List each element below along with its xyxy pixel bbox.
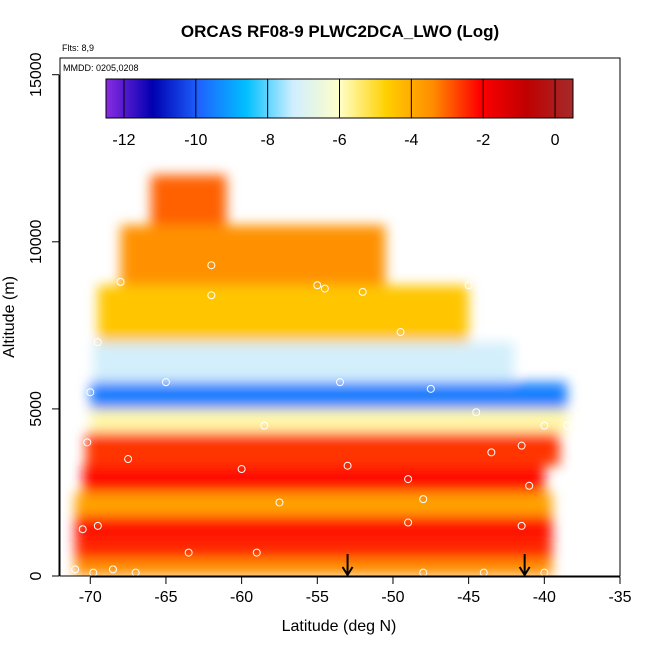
colorbar-tick-label: -2 — [476, 132, 490, 149]
field-band — [75, 515, 552, 543]
sample-point — [71, 565, 80, 574]
y-tick-label: 10000 — [28, 219, 45, 264]
x-tick-label: -45 — [457, 589, 480, 606]
sample-point — [161, 378, 170, 387]
y-tick-label: 5000 — [28, 391, 45, 427]
field-band — [75, 559, 552, 576]
sample-point — [404, 475, 413, 484]
x-tick-label: -40 — [533, 589, 556, 606]
flights-annotation: Flts: 8,9 — [62, 43, 94, 53]
sample-point — [472, 408, 481, 417]
sample-point — [252, 548, 261, 557]
sample-point — [419, 568, 428, 576]
sample-point — [426, 384, 435, 393]
field-map — [75, 174, 568, 576]
sample-point — [260, 421, 269, 430]
x-tick-label: -35 — [608, 589, 631, 606]
chart-title: ORCAS RF08-9 PLWC2DCA_LWO (Log) — [181, 22, 499, 41]
marker-arrow — [518, 554, 531, 577]
sample-point — [517, 521, 526, 530]
sample-point — [487, 448, 496, 457]
colorbar-tick-label: -10 — [184, 132, 207, 149]
x-tick-label: -60 — [230, 589, 253, 606]
marker-arrow — [341, 554, 354, 577]
sample-point — [419, 495, 428, 504]
sample-point — [207, 291, 216, 300]
sample-point — [108, 565, 117, 574]
sample-point — [124, 455, 133, 464]
sample-point — [237, 465, 246, 474]
sample-point — [116, 277, 125, 286]
field-band — [75, 542, 552, 560]
sample-point — [131, 568, 140, 576]
x-tick-label: -70 — [79, 589, 102, 606]
sample-point — [86, 388, 95, 397]
colorbar: -12 -10 -8 -6 -4 -2 0 — [105, 78, 574, 149]
sample-point — [343, 461, 352, 470]
sample-point — [83, 438, 92, 447]
field-band — [90, 408, 568, 433]
colorbar-tick-label: -4 — [404, 132, 418, 149]
field-band — [90, 382, 568, 409]
sample-point — [464, 281, 473, 290]
x-tick-label: -65 — [154, 589, 177, 606]
sample-point — [275, 498, 284, 507]
field-band — [93, 342, 515, 383]
sample-point — [358, 287, 367, 296]
sample-point — [207, 261, 216, 270]
sample-point — [540, 421, 549, 430]
sample-point — [78, 525, 87, 534]
sample-point — [540, 568, 549, 576]
x-axis: -70 -65 -60 -55 -50 -45 -40 -35 — [79, 576, 632, 606]
sample-point — [336, 378, 344, 387]
sample-point — [563, 421, 572, 430]
field-band — [85, 432, 560, 466]
sample-point — [89, 568, 98, 576]
y-tick-label: 15000 — [28, 52, 45, 97]
field-band — [97, 285, 469, 343]
field-band — [75, 492, 552, 516]
x-tick-label: -55 — [306, 589, 329, 606]
x-tick-label: -50 — [381, 589, 404, 606]
sample-point — [93, 521, 102, 530]
sample-point — [184, 548, 193, 557]
field-band — [82, 465, 545, 493]
sample-point — [479, 568, 488, 576]
sample-point — [313, 281, 322, 290]
field-band — [120, 225, 386, 286]
x-axis-label: Latitude (deg N) — [282, 618, 397, 635]
sample-point — [320, 284, 329, 293]
y-axis: 0 5000 10000 15000 — [28, 52, 60, 580]
y-tick-label: 0 — [28, 571, 45, 580]
colorbar-tick-label: -6 — [332, 132, 346, 149]
arrows — [341, 554, 531, 577]
sample-point — [517, 441, 526, 450]
colorbar-tick-label: 0 — [551, 132, 560, 149]
dates-annotation: MMDD: 0205,0208 — [63, 63, 139, 73]
y-axis-label: Altitude (m) — [1, 276, 18, 358]
sample-point — [93, 338, 102, 347]
sample-point — [525, 481, 534, 490]
sample-point — [396, 328, 405, 337]
field-band — [150, 174, 227, 226]
plot-frame — [59, 57, 621, 577]
sample-point — [404, 518, 413, 527]
colorbar-tick-label: -8 — [261, 132, 275, 149]
colorbar-tick-label: -12 — [112, 132, 135, 149]
